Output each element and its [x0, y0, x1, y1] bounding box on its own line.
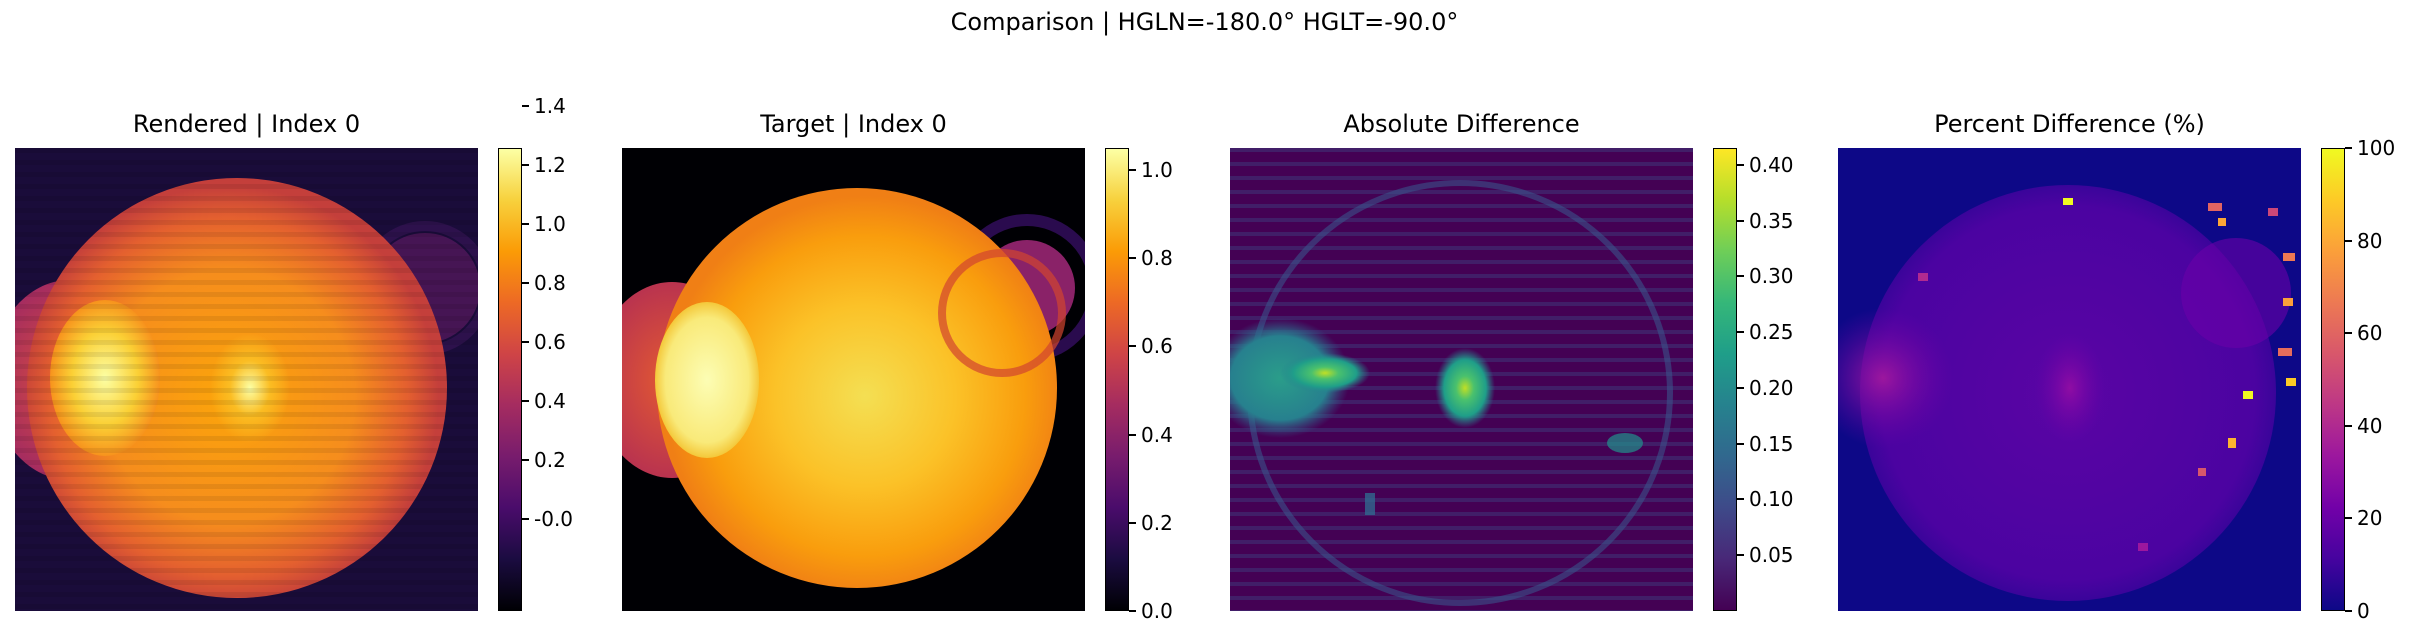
tick-label: 0.6	[1141, 334, 1173, 358]
tick-label: 100	[2357, 136, 2396, 160]
colorbar-ticks-rendered: -0.0 0.2 0.4 0.6 0.8 1.0 1.2 1.4	[522, 94, 602, 611]
tick-label: 80	[2357, 229, 2383, 253]
heatmap-rendered	[15, 148, 478, 611]
panel-title-target: Target | Index 0	[760, 110, 947, 138]
colorbar-ticks-absdiff: 0.05 0.10 0.15 0.20 0.25 0.30 0.35 0.40	[1737, 148, 1817, 611]
heatmap-target	[622, 148, 1085, 611]
tick-label: 40	[2357, 414, 2383, 438]
colorbar-absdiff	[1713, 148, 1737, 611]
tick-label: 0.35	[1749, 209, 1794, 233]
tick-label: 0.15	[1749, 432, 1794, 456]
colorbar-target	[1105, 148, 1129, 611]
heatmap-pctdiff	[1838, 148, 2301, 611]
panel-title-absdiff: Absolute Difference	[1343, 110, 1580, 138]
tick-label: 0.10	[1749, 487, 1794, 511]
colorbar-rendered	[498, 148, 522, 611]
tick-label: 0.8	[1141, 246, 1173, 270]
tick-label: 0.6	[534, 330, 566, 354]
tick-label: 1.0	[1141, 158, 1173, 182]
panel-title-pctdiff: Percent Difference (%)	[1934, 110, 2205, 138]
tick-label: 0.0	[1141, 599, 1173, 623]
tick-label: 0.25	[1749, 320, 1794, 344]
heatmap-absdiff	[1230, 148, 1693, 611]
tick-label: 0.30	[1749, 264, 1794, 288]
tick-label: 0.2	[534, 448, 566, 472]
tick-label: 0.20	[1749, 376, 1794, 400]
tick-label: 0.4	[1141, 423, 1173, 447]
tick-label: 60	[2357, 321, 2383, 345]
tick-label: 0.40	[1749, 153, 1794, 177]
tick-label: 0	[2357, 599, 2370, 623]
tick-label: 1.4	[534, 94, 566, 118]
tick-label: 0.2	[1141, 511, 1173, 535]
tick-label: 20	[2357, 506, 2383, 530]
colorbar-ticks-target: 0.0 0.2 0.4 0.6 0.8 1.0	[1129, 148, 1209, 623]
tick-label: -0.0	[534, 507, 574, 531]
colorbar-pctdiff	[2321, 148, 2345, 611]
tick-label: 1.0	[534, 212, 566, 236]
figure-suptitle: Comparison | HGLN=-180.0° HGLT=-90.0°	[950, 8, 1459, 36]
tick-label: 0.8	[534, 271, 566, 295]
tick-label: 0.4	[534, 389, 566, 413]
tick-label: 0.05	[1749, 543, 1794, 567]
tick-label: 1.2	[534, 153, 566, 177]
colorbar-ticks-pctdiff: 0 20 40 60 80 100	[2345, 136, 2409, 623]
panel-title-rendered: Rendered | Index 0	[132, 110, 361, 138]
